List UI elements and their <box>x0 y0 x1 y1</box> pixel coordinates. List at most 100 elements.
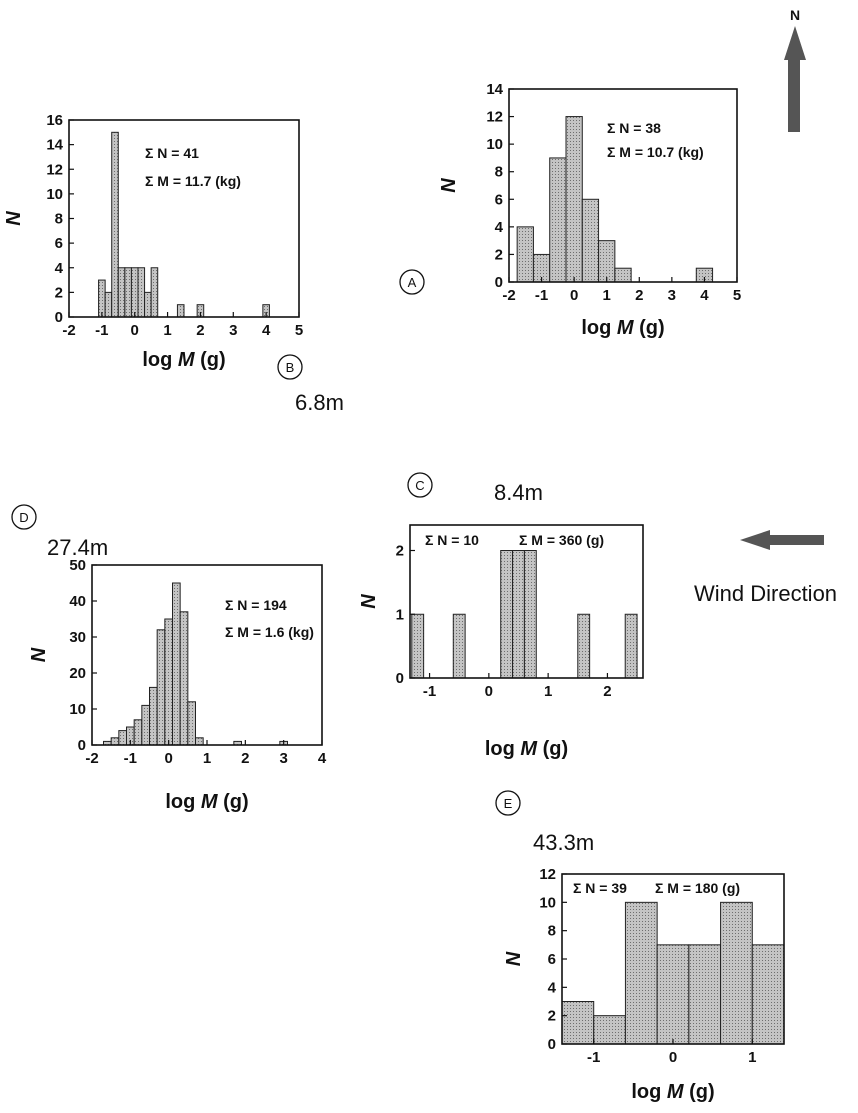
x-tick-label: -1 <box>124 750 137 767</box>
site-marker-label: A <box>408 275 417 290</box>
histogram-bar <box>656 944 690 1045</box>
y-axis-label: N <box>438 178 460 193</box>
x-tick-label: 0 <box>164 750 172 767</box>
wind-arrow-head <box>740 530 770 550</box>
y-tick-label: 2 <box>396 543 404 560</box>
histogram-bar <box>187 701 196 746</box>
histogram-bar <box>176 304 185 318</box>
y-tick-label: 0 <box>548 1036 556 1053</box>
x-tick-label: 4 <box>318 750 327 767</box>
histogram-bar <box>156 629 166 746</box>
x-axis-label: log M (g) <box>165 791 248 813</box>
x-tick-label: 1 <box>203 750 211 767</box>
y-tick-label: 0 <box>396 670 404 687</box>
histogram-bar <box>561 1001 595 1045</box>
x-tick-label: 2 <box>635 287 643 304</box>
x-tick-label: 3 <box>229 322 237 339</box>
histogram-bar <box>720 901 753 1045</box>
y-axis-label: N <box>3 211 25 226</box>
histogram-bar <box>452 613 466 679</box>
north-arrow-shaft <box>788 58 800 132</box>
histogram-bar <box>593 1015 626 1045</box>
y-tick-label: 2 <box>495 246 503 263</box>
histogram-bar <box>195 737 204 746</box>
histogram-bar <box>124 267 132 318</box>
site-marker-label: E <box>504 796 513 811</box>
y-tick-label: 6 <box>548 951 556 968</box>
site-marker-c: C <box>407 472 433 498</box>
x-axis-label: log M (g) <box>485 738 568 760</box>
x-axis-label: log M (g) <box>142 349 225 371</box>
y-tick-label: 0 <box>78 737 86 754</box>
sum-stat-label: Σ M = 360 (g) <box>519 532 604 548</box>
y-tick-label: 0 <box>495 274 503 291</box>
y-axis-label: N <box>28 647 50 662</box>
sum-stat-label: Σ M = 11.7 (kg) <box>145 173 241 189</box>
y-tick-label: 1 <box>396 606 404 623</box>
histogram-bar <box>523 550 537 679</box>
histogram-bar <box>111 131 119 318</box>
x-tick-label: -1 <box>535 287 548 304</box>
north-label: N <box>790 7 800 23</box>
x-tick-label: 5 <box>295 322 303 339</box>
wind-arrow: Wind Direction <box>694 530 837 606</box>
distance-label: 43.3m <box>533 830 594 855</box>
x-tick-label: 1 <box>748 1049 756 1066</box>
histogram-bar <box>150 267 159 318</box>
histogram-bar <box>512 550 525 679</box>
y-tick-label: 6 <box>55 235 63 252</box>
histogram-bar <box>118 730 128 746</box>
site-marker-a: A <box>399 269 425 295</box>
histogram-bar <box>624 901 658 1045</box>
sum-stat-label: Σ M = 10.7 (kg) <box>607 144 704 160</box>
histogram-bar <box>104 291 113 318</box>
y-tick-label: 12 <box>46 161 63 178</box>
site-marker-circle <box>399 269 425 295</box>
distance-label: 6.8m <box>295 390 344 415</box>
x-tick-label: 4 <box>262 322 271 339</box>
y-tick-label: 4 <box>55 260 64 277</box>
site-marker-d: D <box>11 504 37 530</box>
north-arrow: N <box>784 7 806 132</box>
sum-stat-label: Σ N = 194 <box>225 597 287 613</box>
histogram-bar <box>598 240 616 283</box>
site-marker-circle <box>407 472 433 498</box>
x-tick-label: 0 <box>570 287 578 304</box>
sum-stat-label: Σ N = 41 <box>145 145 199 161</box>
histogram-bar <box>549 157 567 283</box>
histogram-bar <box>172 582 181 746</box>
y-tick-label: 40 <box>69 593 86 610</box>
north-arrow-head <box>784 26 806 60</box>
histogram-bar <box>164 618 173 746</box>
site-marker-circle <box>495 790 521 816</box>
x-tick-label: 0 <box>131 322 139 339</box>
histogram-bar <box>565 116 583 283</box>
histogram-bar <box>516 226 534 283</box>
sum-stat-label: Σ N = 10 <box>425 532 479 548</box>
x-tick-label: -1 <box>587 1049 600 1066</box>
x-tick-label: 1 <box>163 322 171 339</box>
x-tick-label: -2 <box>62 322 75 339</box>
distance-label: 27.4m <box>47 535 108 560</box>
histogram-bar <box>144 291 152 318</box>
x-axis-label: log M (g) <box>631 1081 714 1103</box>
histogram-bar <box>577 613 591 679</box>
x-tick-label: 3 <box>668 287 676 304</box>
histogram-bar <box>149 686 158 746</box>
histogram-bar <box>751 944 785 1045</box>
histogram-bar <box>141 704 150 746</box>
x-tick-label: -1 <box>95 322 108 339</box>
y-tick-label: 20 <box>69 665 86 682</box>
plot-frame <box>91 564 323 746</box>
plot-frame <box>409 524 644 679</box>
x-axis-label: log M (g) <box>581 317 664 339</box>
x-tick-label: -1 <box>423 683 436 700</box>
y-tick-label: 12 <box>486 109 503 126</box>
y-tick-label: 2 <box>55 284 63 301</box>
y-tick-label: 10 <box>486 136 503 153</box>
y-tick-label: 8 <box>548 923 556 940</box>
y-tick-label: 0 <box>55 309 63 326</box>
